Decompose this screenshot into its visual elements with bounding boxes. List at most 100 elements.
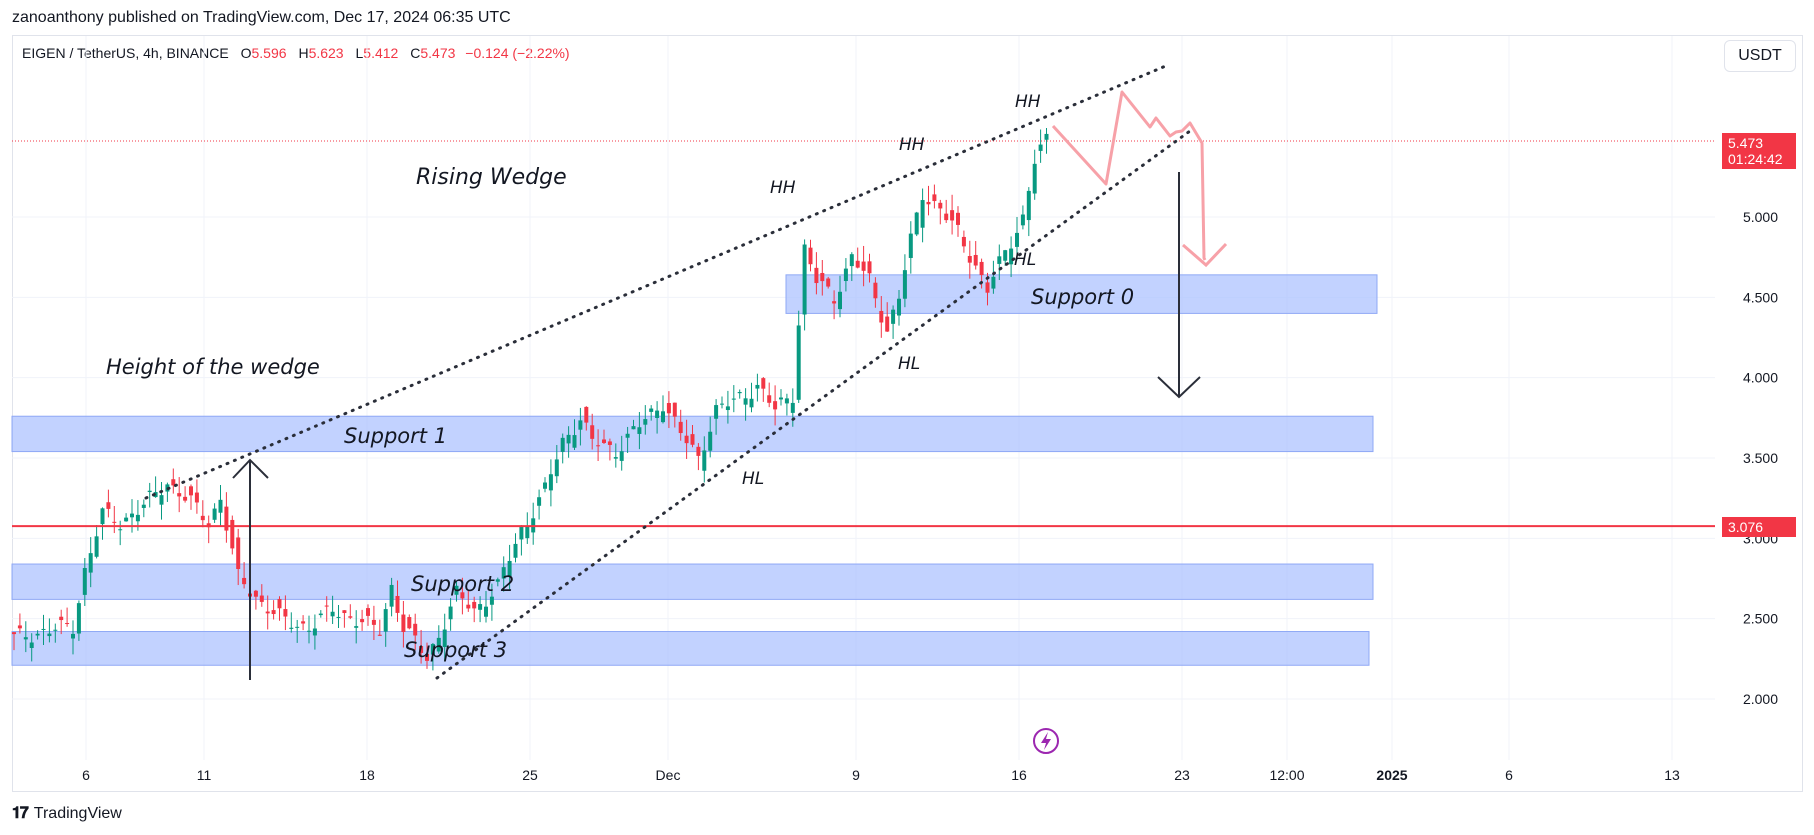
candle-body — [259, 595, 264, 602]
candle-body — [802, 244, 807, 315]
publisher-credit: zanoanthony published on TradingView.com… — [12, 9, 511, 26]
candle-body — [53, 629, 58, 631]
candle-body — [484, 606, 488, 617]
y-axis-tick-label: 2.500 — [1743, 611, 1778, 627]
candle-body — [832, 301, 837, 304]
candle-body — [277, 599, 282, 609]
candle-body — [377, 634, 382, 636]
candle-body — [472, 601, 477, 609]
last-price-value: 5.473 — [1728, 135, 1764, 151]
low-value: 5.412 — [363, 45, 399, 61]
support-zone — [785, 274, 1378, 314]
wedge-upper-line — [144, 63, 1170, 500]
candle-body — [130, 513, 134, 518]
candle-body — [360, 619, 365, 623]
higher-low-label: HL — [898, 354, 920, 374]
candle-body — [820, 272, 825, 282]
candle-body — [908, 233, 913, 258]
candle-body — [383, 609, 388, 632]
candle-body — [507, 560, 512, 577]
candle-body — [661, 411, 665, 423]
candle-body — [743, 398, 748, 405]
candle-body — [879, 310, 884, 323]
candle-body — [307, 630, 311, 632]
candle-body — [519, 527, 524, 540]
footer-brand-name: TradingView — [33, 805, 122, 822]
candle-body — [602, 439, 606, 443]
candle-body — [448, 606, 453, 620]
candle-body — [678, 421, 683, 434]
tradingview-logo-icon: 𝟏𝟕 — [12, 805, 29, 822]
candle-body — [731, 398, 736, 400]
candle-body — [690, 434, 695, 445]
candle-body — [1026, 190, 1031, 221]
candle-body — [88, 553, 93, 573]
candle-body — [118, 529, 123, 531]
symbol-name[interactable]: EIGEN / TetherUS, 4h, BINANCE — [22, 45, 229, 61]
candle-body — [790, 402, 795, 413]
candle-body — [578, 420, 583, 430]
support-zone-label: Support 1 — [344, 424, 447, 448]
candle-body — [838, 291, 842, 310]
countdown-timer: 01:24:42 — [1728, 151, 1783, 167]
candle-body — [17, 625, 22, 629]
candle-body — [65, 623, 70, 625]
y-axis-tick-label: 3.500 — [1743, 450, 1778, 466]
candle-body — [495, 579, 500, 582]
x-axis-tick-label: 9 — [852, 767, 860, 783]
candle-body — [755, 384, 760, 389]
candle-body — [956, 212, 960, 225]
candle-body — [194, 492, 199, 503]
candle-body — [572, 435, 577, 448]
candle-body — [619, 451, 624, 461]
support-zone-label: Support 3 — [404, 638, 507, 662]
candle-body — [967, 256, 972, 263]
candle-body — [301, 621, 306, 624]
open-value: 5.596 — [251, 45, 287, 61]
candle-body — [637, 427, 642, 434]
candle-body — [501, 567, 506, 579]
candle-body — [466, 604, 471, 609]
candle-body — [779, 397, 783, 400]
last-price-tag: 5.473 01:24:42 — [1722, 133, 1796, 169]
y-axis-tick-label: 4.500 — [1743, 289, 1778, 305]
candle-body — [897, 298, 901, 316]
candle-body — [1009, 248, 1014, 265]
candle-body — [684, 435, 689, 444]
candle-body — [749, 398, 754, 408]
candle-body — [419, 645, 424, 653]
high-label: H — [298, 45, 309, 61]
candle-body — [401, 614, 406, 632]
candle-body — [224, 506, 229, 531]
candle-body — [655, 410, 660, 419]
x-axis-tick-label: 2025 — [1376, 767, 1407, 783]
x-axis-tick-label: 18 — [359, 767, 375, 783]
candle-body — [826, 278, 831, 287]
candle-body — [324, 605, 329, 607]
candle-body — [371, 619, 376, 625]
x-axis-tick-label: 13 — [1664, 767, 1680, 783]
candle-body — [159, 495, 164, 505]
candle-body — [23, 637, 28, 640]
candle-body — [737, 392, 742, 394]
candle-body — [354, 626, 359, 628]
x-axis-tick-label: 6 — [82, 767, 90, 783]
currency-button[interactable]: USDT — [1724, 40, 1796, 72]
candle-body — [124, 517, 129, 522]
x-axis-tick-label: Dec — [656, 767, 681, 783]
candle-body — [891, 309, 896, 324]
candle-body — [702, 450, 707, 471]
footer-branding[interactable]: 𝟏𝟕 TradingView — [12, 805, 122, 823]
candle-body — [979, 261, 984, 276]
candle-body — [71, 633, 75, 639]
higher-high-label: HH — [770, 178, 796, 198]
candle-body — [94, 536, 99, 557]
candle-body — [236, 537, 241, 570]
candle-body — [1020, 214, 1025, 226]
candle-body — [413, 623, 418, 636]
candle-body — [295, 626, 300, 628]
x-axis-tick-label: 23 — [1174, 767, 1190, 783]
candle-body — [613, 457, 618, 459]
wedge-title-label: Rising Wedge — [416, 165, 567, 190]
